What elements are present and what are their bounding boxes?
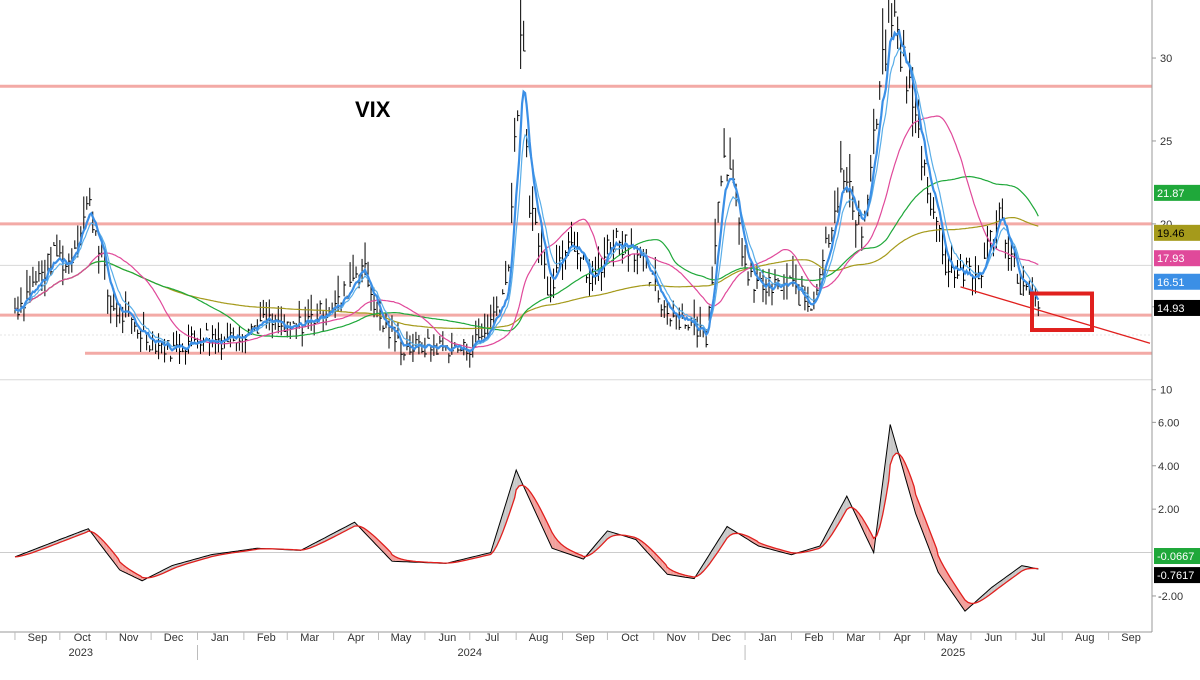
y-tick-label: 30 xyxy=(1160,53,1172,65)
x-tick-label: Oct xyxy=(74,632,91,644)
x-tick-label: Apr xyxy=(894,632,911,644)
value-badge: 16.51 xyxy=(1154,274,1200,290)
chart-title: VIX xyxy=(355,97,391,122)
value-badge: 14.93 xyxy=(1154,300,1200,316)
x-tick-label: Jun xyxy=(438,632,456,644)
oscillator-lines xyxy=(15,425,1038,612)
value-badge-label: 21.87 xyxy=(1157,188,1185,200)
y-tick-label: 25 xyxy=(1160,136,1172,148)
x-tick-label: Nov xyxy=(666,632,686,644)
x-tick-label: Sep xyxy=(28,632,48,644)
osc-value-badge-label: -0.0667 xyxy=(1157,551,1194,563)
x-tick-label: Jul xyxy=(1031,632,1045,644)
x-tick-label: Dec xyxy=(164,632,184,644)
x-year-label: 2024 xyxy=(458,647,482,659)
value-badge: 19.46 xyxy=(1154,225,1200,241)
osc-y-tick-label: 6.00 xyxy=(1158,417,1179,429)
x-year-label: 2023 xyxy=(69,647,93,659)
x-tick-label: Sep xyxy=(575,632,595,644)
horizontal-levels xyxy=(0,86,1152,552)
value-badge-label: 16.51 xyxy=(1157,277,1185,289)
value-badge: 21.87 xyxy=(1154,185,1200,201)
vix-price-bars xyxy=(15,0,1040,368)
value-badge: 17.93 xyxy=(1154,250,1200,266)
osc-y-tick-label: -2.00 xyxy=(1158,591,1183,603)
ma_olive-line xyxy=(15,218,1038,329)
value-badge-label: 14.93 xyxy=(1157,303,1185,315)
x-tick-label: Feb xyxy=(257,632,276,644)
osc-value-badge-label: -0.7617 xyxy=(1157,570,1194,582)
y-tick-label: 10 xyxy=(1160,385,1172,397)
x-tick-label: Feb xyxy=(804,632,823,644)
x-tick-label: Nov xyxy=(119,632,139,644)
x-tick-label: Jul xyxy=(485,632,499,644)
x-tick-label: May xyxy=(937,632,958,644)
oscillator-line xyxy=(15,425,1038,612)
osc-y-tick-label: 4.00 xyxy=(1158,461,1179,473)
moving-averages xyxy=(15,32,1038,352)
x-year-label: 2025 xyxy=(941,647,965,659)
ma_fast-line xyxy=(15,32,1038,352)
osc-value-badge: -0.0667 xyxy=(1154,548,1200,564)
x-tick-label: Aug xyxy=(1075,632,1095,644)
x-tick-label: Apr xyxy=(348,632,365,644)
x-tick-label: May xyxy=(391,632,412,644)
osc-value-badge: -0.7617 xyxy=(1154,567,1200,583)
osc-y-tick-label: 2.00 xyxy=(1158,504,1179,516)
axes: 10 2025 30 -2.00 2.00 4.00 6.00 Sep Oct Nov Dec Jan… xyxy=(0,0,1183,660)
highlight-box xyxy=(1032,294,1092,330)
x-tick-label: Oct xyxy=(621,632,638,644)
x-tick-label: Mar xyxy=(300,632,319,644)
x-tick-label: Sep xyxy=(1121,632,1141,644)
oscillator-fill xyxy=(15,425,1038,612)
x-tick-label: Dec xyxy=(711,632,731,644)
x-tick-label: Mar xyxy=(846,632,865,644)
x-tick-label: Jun xyxy=(985,632,1003,644)
value-badge-label: 17.93 xyxy=(1157,253,1185,265)
x-tick-label: Jan xyxy=(211,632,229,644)
value-badge-label: 19.46 xyxy=(1157,228,1185,240)
x-tick-label: Jan xyxy=(759,632,777,644)
x-tick-label: Aug xyxy=(529,632,549,644)
